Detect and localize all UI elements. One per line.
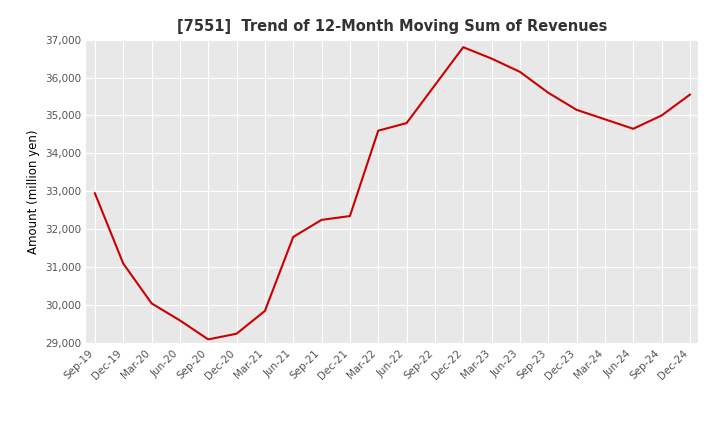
Y-axis label: Amount (million yen): Amount (million yen) bbox=[27, 129, 40, 253]
Title: [7551]  Trend of 12-Month Moving Sum of Revenues: [7551] Trend of 12-Month Moving Sum of R… bbox=[177, 19, 608, 34]
